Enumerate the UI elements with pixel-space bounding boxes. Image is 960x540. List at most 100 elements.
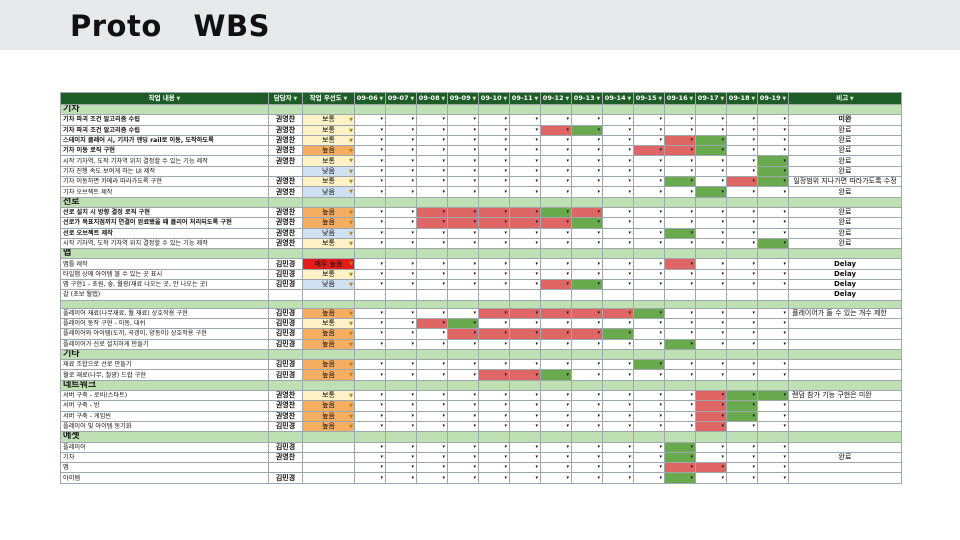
schedule-cell[interactable]: ▾ <box>633 217 665 229</box>
schedule-cell[interactable]: ▾ <box>354 258 386 270</box>
schedule-cell[interactable]: ▾ <box>726 472 758 484</box>
note-cell[interactable]: 완료 <box>788 165 902 178</box>
schedule-cell[interactable]: ▾ <box>540 410 572 422</box>
schedule-cell[interactable]: ▾ <box>447 369 479 381</box>
filter-dropdown-icon[interactable]: ▼ <box>377 95 384 102</box>
schedule-cell[interactable]: ▾ <box>540 155 572 167</box>
schedule-cell[interactable] <box>726 289 758 301</box>
schedule-cell[interactable] <box>571 289 603 301</box>
task-name[interactable]: 서버 구축 - 로비(스타트) <box>60 390 269 402</box>
owner-cell[interactable]: 김민경 <box>268 441 303 453</box>
schedule-cell[interactable]: ▾ <box>602 258 634 270</box>
schedule-cell[interactable]: ▾ <box>416 279 448 291</box>
schedule-cell[interactable]: ▾ <box>447 390 479 402</box>
schedule-cell[interactable]: ▾ <box>571 206 603 219</box>
note-cell[interactable] <box>788 410 902 422</box>
schedule-cell[interactable]: ▾ <box>571 369 603 381</box>
schedule-cell[interactable]: ▾ <box>633 410 665 422</box>
task-name[interactable]: 기차 진행 속도 보여게 하는 UI 제작 <box>60 165 269 178</box>
schedule-cell[interactable]: ▾ <box>478 307 510 319</box>
note-cell[interactable] <box>788 369 902 381</box>
schedule-cell[interactable]: ▾ <box>602 268 634 281</box>
note-cell[interactable]: 미완 <box>788 114 902 126</box>
schedule-cell[interactable]: ▾ <box>602 359 634 371</box>
schedule-cell[interactable]: ▾ <box>664 390 696 402</box>
schedule-cell[interactable]: ▾ <box>757 176 789 188</box>
schedule-cell[interactable]: ▾ <box>695 451 727 464</box>
schedule-cell[interactable]: ▾ <box>633 176 665 188</box>
schedule-cell[interactable]: ▾ <box>478 317 510 330</box>
schedule-cell[interactable]: ▾ <box>478 145 510 157</box>
schedule-cell[interactable]: ▾ <box>447 400 479 412</box>
header-date[interactable]: 09-19 ▼ <box>757 92 789 105</box>
schedule-cell[interactable]: ▾ <box>571 472 603 484</box>
schedule-cell[interactable] <box>602 289 634 301</box>
schedule-cell[interactable]: ▾ <box>447 359 479 371</box>
schedule-cell[interactable]: ▾ <box>509 145 541 157</box>
owner-cell[interactable]: 권영찬 <box>268 390 303 402</box>
schedule-cell[interactable]: ▾ <box>664 410 696 422</box>
schedule-cell[interactable]: ▾ <box>354 338 386 350</box>
schedule-cell[interactable]: ▾ <box>664 328 696 340</box>
schedule-cell[interactable]: ▾ <box>509 176 541 188</box>
schedule-cell[interactable]: ▾ <box>416 462 448 474</box>
schedule-cell[interactable]: ▾ <box>540 359 572 371</box>
schedule-cell[interactable]: ▾ <box>509 328 541 340</box>
schedule-cell[interactable]: ▾ <box>664 206 696 219</box>
schedule-cell[interactable]: ▾ <box>416 237 448 250</box>
schedule-cell[interactable]: ▾ <box>602 186 634 198</box>
note-cell[interactable] <box>788 441 902 453</box>
owner-cell[interactable]: 김민경 <box>268 472 303 484</box>
schedule-cell[interactable]: ▾ <box>726 451 758 464</box>
owner-cell[interactable]: 권영찬 <box>268 176 303 188</box>
schedule-cell[interactable]: ▾ <box>478 176 510 188</box>
schedule-cell[interactable]: ▾ <box>416 206 448 219</box>
schedule-cell[interactable]: ▾ <box>540 206 572 219</box>
schedule-cell[interactable]: ▾ <box>633 317 665 330</box>
schedule-cell[interactable]: ▾ <box>602 338 634 350</box>
priority-cell[interactable]: 높음 ▼ <box>302 307 355 319</box>
schedule-cell[interactable]: ▾ <box>633 328 665 340</box>
owner-cell[interactable]: 권영찬 <box>268 145 303 157</box>
schedule-cell[interactable]: ▾ <box>664 145 696 157</box>
priority-cell[interactable]: 낮음 ▼ <box>302 227 355 239</box>
schedule-cell[interactable]: ▾ <box>540 451 572 464</box>
schedule-cell[interactable]: ▾ <box>385 258 417 270</box>
schedule-cell[interactable]: ▾ <box>478 410 510 422</box>
schedule-cell[interactable]: ▾ <box>354 359 386 371</box>
task-name[interactable]: 플레이어 동작 구현 - 이동, 대쉬 <box>60 317 269 330</box>
schedule-cell[interactable]: ▾ <box>571 217 603 229</box>
owner-cell[interactable]: 권영찬 <box>268 206 303 219</box>
schedule-cell[interactable]: ▾ <box>540 441 572 453</box>
schedule-cell[interactable]: ▾ <box>633 451 665 464</box>
schedule-cell[interactable]: ▾ <box>509 279 541 291</box>
schedule-cell[interactable]: ▾ <box>385 186 417 198</box>
schedule-cell[interactable]: ▾ <box>416 338 448 350</box>
schedule-cell[interactable]: ▾ <box>602 279 634 291</box>
schedule-cell[interactable]: ▾ <box>540 462 572 474</box>
header-date[interactable]: 09-06 ▼ <box>354 92 386 105</box>
schedule-cell[interactable]: ▾ <box>571 317 603 330</box>
schedule-cell[interactable]: ▾ <box>447 124 479 136</box>
schedule-cell[interactable]: ▾ <box>571 186 603 198</box>
schedule-cell[interactable]: ▾ <box>633 124 665 136</box>
owner-cell[interactable]: 김민경 <box>268 328 303 340</box>
schedule-cell[interactable]: ▾ <box>447 317 479 330</box>
schedule-cell[interactable]: ▾ <box>571 390 603 402</box>
schedule-cell[interactable]: ▾ <box>602 420 634 433</box>
schedule-cell[interactable]: ▾ <box>664 400 696 412</box>
schedule-cell[interactable]: ▾ <box>726 114 758 126</box>
priority-cell[interactable]: 보통 ▼ <box>302 134 355 147</box>
schedule-cell[interactable]: ▾ <box>447 176 479 188</box>
schedule-cell[interactable]: ▾ <box>633 420 665 433</box>
task-name[interactable]: 기차 오브젝트 제작 <box>60 186 269 198</box>
schedule-cell[interactable]: ▾ <box>447 451 479 464</box>
header-priority[interactable]: 작업 우선도 ▼ <box>302 92 355 105</box>
header-date[interactable]: 09-12 ▼ <box>540 92 572 105</box>
schedule-cell[interactable]: ▾ <box>354 472 386 484</box>
schedule-cell[interactable]: ▾ <box>695 279 727 291</box>
priority-cell[interactable]: 보통 ▼ <box>302 268 355 281</box>
priority-cell[interactable]: 낮음 ▼ <box>302 279 355 291</box>
schedule-cell[interactable]: ▾ <box>633 307 665 319</box>
schedule-cell[interactable]: ▾ <box>416 258 448 270</box>
